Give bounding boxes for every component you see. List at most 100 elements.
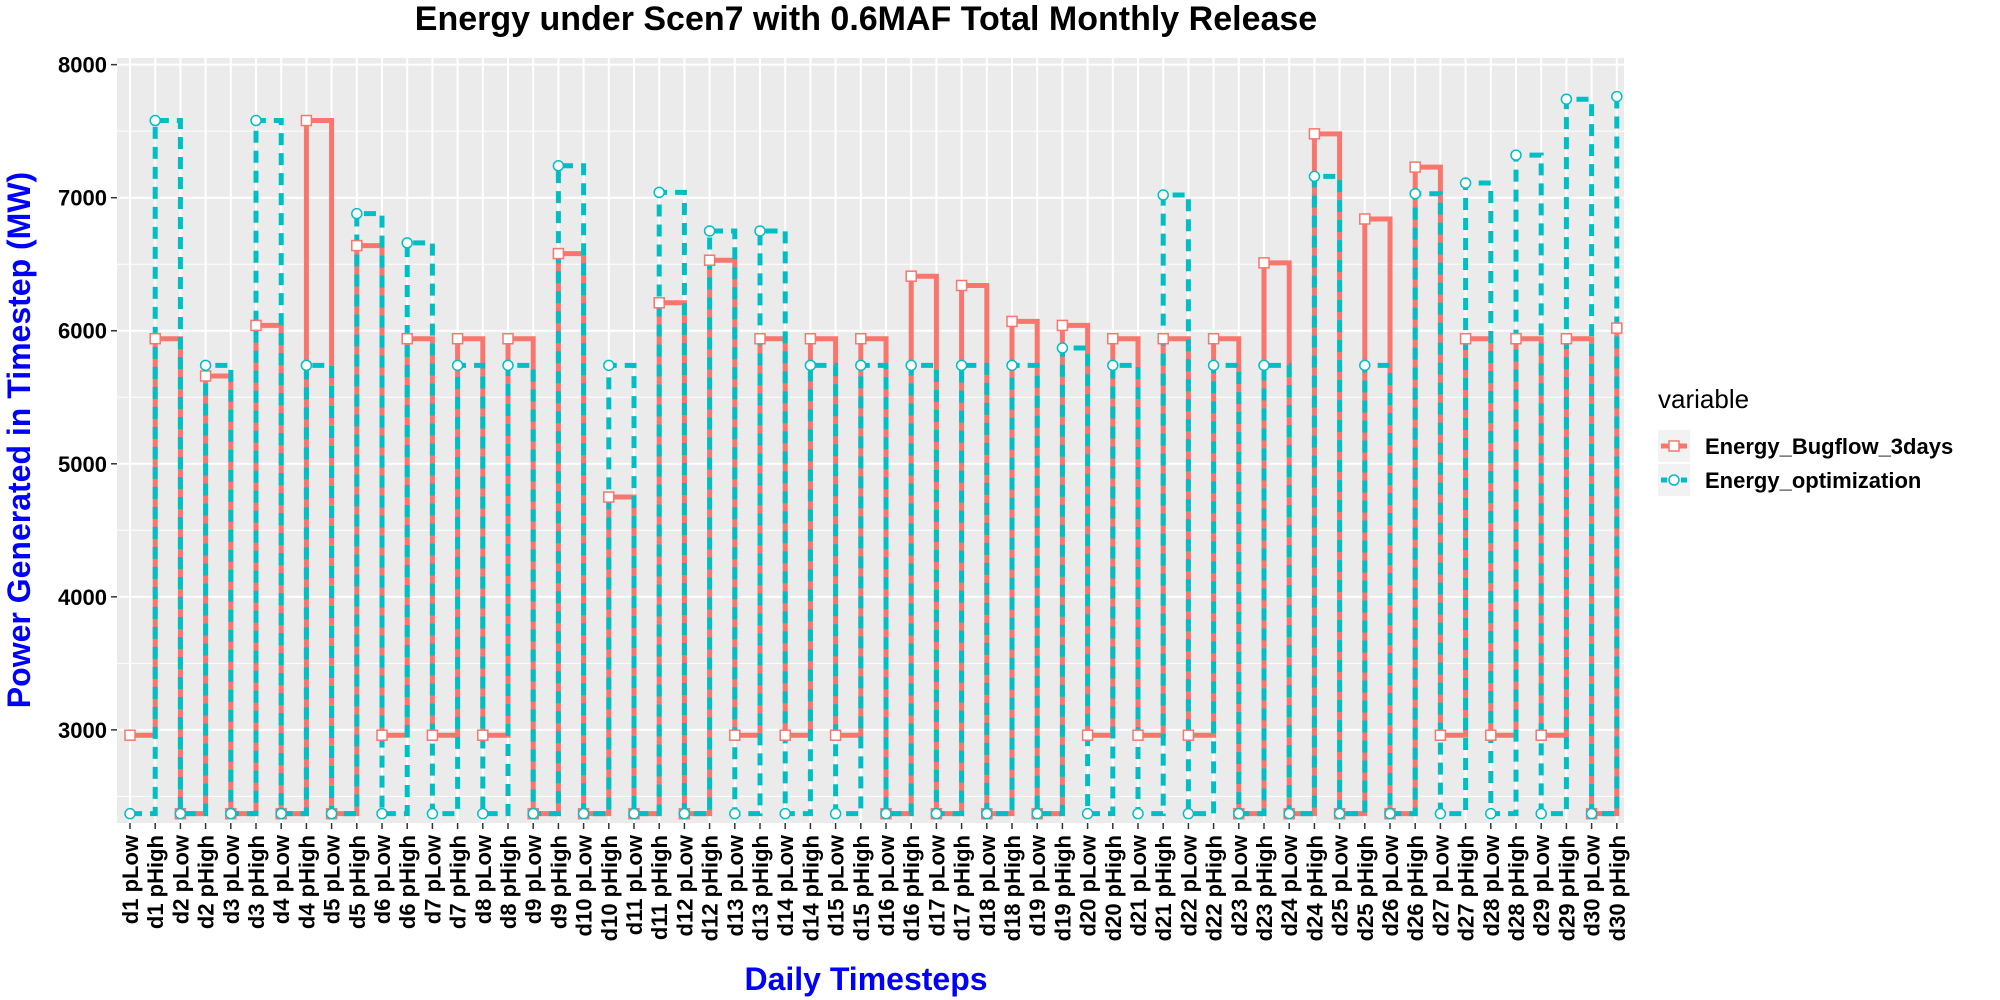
data-point [1434, 807, 1447, 820]
data-point [653, 297, 665, 309]
data-point [603, 491, 615, 503]
x-tick-label: d9 pHigh [546, 835, 571, 929]
x-tick-label: d20 pLow [1076, 834, 1101, 936]
x-tick-label: d17 pLow [924, 834, 949, 936]
data-point [1359, 213, 1371, 225]
data-point [855, 332, 867, 345]
data-point [1585, 807, 1598, 820]
data-point [1132, 729, 1144, 741]
data-point [1081, 729, 1094, 741]
x-tick-label: d25 pHigh [1353, 835, 1378, 941]
x-tick-label: d17 pHigh [950, 835, 975, 941]
x-tick-label: d28 pLow [1479, 834, 1504, 936]
data-point [779, 729, 791, 741]
x-tick-label: d23 pLow [1227, 834, 1252, 936]
x-tick-label: d11 pHigh [647, 835, 672, 940]
data-point [149, 332, 161, 345]
x-tick-label: d22 pHigh [1202, 835, 1227, 941]
data-point [502, 359, 514, 372]
data-point [603, 359, 615, 372]
x-tick-label: d2 pLow [168, 834, 193, 924]
data-point [1409, 161, 1421, 173]
data-point [401, 237, 413, 249]
data-point [477, 807, 489, 820]
data-point [502, 332, 514, 345]
data-point [325, 807, 338, 820]
data-point [703, 254, 716, 266]
data-point [1006, 315, 1018, 328]
x-tick-label: d7 pHigh [446, 835, 471, 929]
chart-title: Energy under Scen7 with 0.6MAF Total Mon… [415, 0, 1317, 38]
x-tick-label: d16 pHigh [899, 835, 924, 941]
x-tick-label: d4 pLow [269, 834, 294, 924]
x-tick-label: d23 pHigh [1252, 835, 1277, 941]
x-tick-label: d27 pLow [1428, 834, 1453, 936]
data-point [1056, 342, 1069, 354]
y-tick-label: 7000 [58, 186, 107, 211]
x-tick-label: d26 pHigh [1403, 835, 1428, 941]
data-point [955, 359, 968, 372]
data-point [1485, 729, 1497, 741]
data-point [1258, 257, 1270, 269]
x-tick-label: d7 pLow [420, 834, 445, 924]
x-tick-label: d4 pHigh [294, 835, 319, 929]
data-point [804, 332, 817, 345]
data-point [1157, 332, 1169, 345]
x-tick-label: d15 pHigh [849, 835, 874, 941]
x-tick-label: d5 pLow [320, 834, 345, 924]
data-point [880, 807, 892, 820]
data-point [174, 807, 187, 820]
legend-title: variable [1658, 384, 1749, 414]
data-point [1258, 359, 1270, 372]
data-point [754, 332, 766, 345]
data-point [905, 359, 917, 372]
y-axis-title: Power Generated in Timestep (MW) [1, 172, 37, 708]
data-point [199, 370, 212, 382]
data-point [1207, 359, 1220, 372]
x-tick-label: d6 pLow [370, 834, 395, 924]
data-point [1409, 187, 1421, 200]
data-point [250, 114, 262, 127]
data-point [1107, 359, 1119, 372]
data-point [653, 186, 665, 199]
x-tick-label: d6 pHigh [395, 835, 420, 929]
x-tick-label: d30 pHigh [1605, 835, 1630, 941]
y-tick-label: 8000 [58, 53, 107, 78]
data-point [552, 247, 565, 260]
x-tick-label: d3 pLow [219, 834, 244, 924]
data-point [225, 807, 237, 820]
x-tick-label: d13 pLow [723, 834, 748, 936]
data-point [1308, 128, 1321, 140]
legend-label: Energy_Bugflow_3days [1705, 434, 1953, 459]
x-tick-label: d18 pLow [975, 834, 1000, 936]
data-point [1535, 807, 1547, 820]
data-point [1233, 807, 1245, 820]
x-tick-label: d20 pHigh [1101, 835, 1126, 941]
data-point [451, 332, 464, 345]
x-tick-label: d5 pHigh [345, 835, 370, 929]
x-tick-label: d10 pLow [572, 834, 597, 936]
data-point [1485, 807, 1497, 820]
data-point [149, 114, 161, 127]
data-point [729, 807, 741, 820]
data-point [1006, 359, 1018, 372]
data-point [401, 332, 413, 345]
x-tick-label: d18 pHigh [1000, 835, 1025, 941]
x-tick-label: d2 pHigh [194, 835, 219, 929]
x-tick-label: d12 pLow [672, 834, 697, 936]
legend-key-marker [1668, 440, 1680, 452]
x-tick-label: d8 pLow [471, 834, 496, 924]
data-point [804, 359, 817, 372]
data-point [1182, 807, 1195, 820]
data-point [1510, 149, 1522, 161]
data-point [351, 239, 363, 252]
x-tick-label: d12 pHigh [698, 835, 723, 941]
x-tick-label: d28 pHigh [1504, 835, 1529, 941]
x-tick-label: d1 pHigh [143, 835, 168, 929]
x-tick-label: d9 pLow [521, 834, 546, 924]
data-point [955, 279, 968, 292]
data-point [1560, 332, 1573, 345]
x-tick-label: d30 pLow [1580, 834, 1605, 936]
x-tick-label: d3 pHigh [244, 835, 269, 929]
data-point [451, 359, 464, 372]
